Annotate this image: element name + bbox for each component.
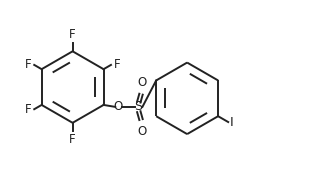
- Text: F: F: [25, 59, 31, 72]
- Text: F: F: [25, 103, 31, 116]
- Text: O: O: [137, 76, 146, 89]
- Text: O: O: [114, 100, 123, 113]
- Text: O: O: [137, 125, 146, 138]
- Text: S: S: [134, 100, 143, 113]
- Text: F: F: [69, 28, 76, 41]
- Text: F: F: [114, 59, 121, 72]
- Text: I: I: [230, 116, 234, 129]
- Text: F: F: [69, 133, 76, 146]
